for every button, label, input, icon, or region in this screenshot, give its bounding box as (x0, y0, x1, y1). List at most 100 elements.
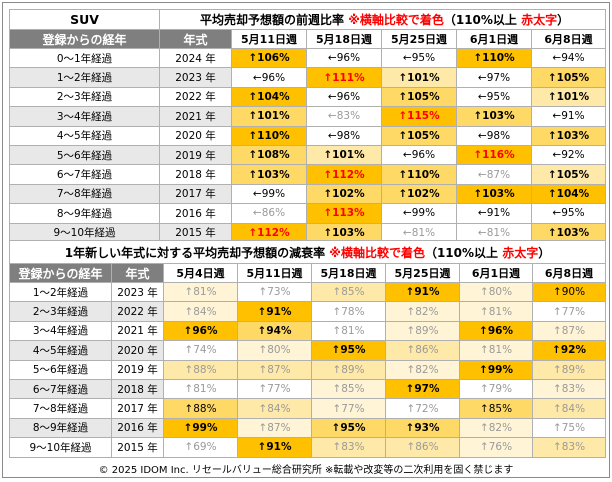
trend-arrow-icon: ↑ (323, 207, 333, 220)
table2-title: 1年新しい年式に対する平均売却予想額の減衰率 ※横軸比較で着色（110%以上 赤… (9, 240, 606, 264)
trend-arrow-icon: ↑ (331, 421, 341, 434)
row-label-age: 1～2年経過 (9, 67, 160, 88)
trend-arrow-icon: ↑ (479, 344, 489, 357)
column-header-year: 年式 (111, 263, 164, 283)
trend-arrow-icon: ↑ (552, 402, 562, 415)
trend-arrow-icon: ← (402, 207, 412, 220)
column-header-date: 5月4日週 (163, 263, 238, 283)
row-label-age: 2～3年経過 (9, 86, 160, 108)
data-cell: ↑101% (531, 86, 606, 108)
trend-arrow-icon: ↑ (479, 324, 488, 337)
trend-arrow-icon: ↑ (323, 226, 333, 239)
trend-arrow-icon: ↑ (323, 149, 333, 162)
copyright-footer: © 2025 IDOM Inc. リセールバリュー総合研究所 ※転載や改変等の二… (98, 465, 514, 476)
cell-value: 95% (340, 421, 366, 434)
data-cell: ←95% (456, 86, 532, 108)
data-cell: ↑96% (459, 320, 533, 342)
data-cell: ↑104% (531, 183, 606, 205)
row-label-age: 7～8年経過 (9, 183, 160, 205)
trend-arrow-icon: ↑ (552, 363, 562, 376)
cell-value: 96% (261, 71, 286, 84)
trend-arrow-icon: ↑ (398, 187, 408, 200)
cell-value: 95% (340, 344, 366, 357)
cell-value: 73% (267, 286, 291, 299)
data-cell: ↑89% (532, 359, 606, 380)
cell-value: 95% (411, 52, 436, 65)
cell-value: 74% (193, 344, 217, 357)
row-label-age: 3～4年経過 (9, 320, 112, 342)
row-label-year: 2018 年 (159, 164, 232, 185)
cell-value: 96% (487, 324, 513, 337)
data-cell: ↑103% (531, 222, 606, 243)
data-cell: ←96% (231, 67, 307, 88)
data-cell: ↑79% (459, 378, 533, 400)
row-label-year: 2022 年 (159, 86, 232, 108)
data-cell: ↑103% (456, 183, 532, 205)
cell-value: 102% (332, 187, 365, 200)
row-label-year: 2016 年 (159, 203, 232, 224)
data-cell: ←96% (306, 86, 382, 108)
cell-value: 69% (193, 441, 217, 454)
data-cell: ↑99% (163, 417, 238, 439)
trend-arrow-icon: ↑ (323, 168, 333, 181)
data-cell: ↑82% (385, 359, 460, 380)
trend-arrow-icon: ↑ (258, 421, 268, 434)
data-cell: ↑85% (459, 398, 533, 419)
trend-arrow-icon: ↑ (479, 286, 489, 299)
trend-arrow-icon: ↑ (183, 421, 193, 434)
data-cell: ↑99% (459, 359, 533, 380)
data-cell: ↑87% (532, 320, 606, 342)
row-label-year: 2021 年 (159, 106, 232, 127)
trend-arrow-icon: ← (552, 149, 562, 162)
cell-value: 89% (415, 324, 439, 337)
trend-arrow-icon: ↑ (406, 324, 416, 337)
trend-arrow-icon: ↑ (332, 305, 342, 318)
row-label-year: 2015 年 (159, 222, 232, 243)
trend-arrow-icon: ↑ (183, 324, 193, 337)
cell-value: 92% (561, 149, 585, 162)
cell-value: 83% (341, 441, 365, 454)
data-cell: ↑101% (306, 144, 382, 166)
trend-arrow-icon: ← (477, 226, 487, 239)
cell-value: 103% (482, 187, 515, 200)
trend-arrow-icon: ↑ (479, 421, 489, 434)
cell-value: 87% (267, 363, 291, 376)
table-row: 7～8年経過 2017 年 ←99% ↑102% ↑102% ↑103% ↑104% (9, 183, 606, 205)
trend-arrow-icon: ← (252, 71, 262, 84)
data-cell: ←99% (381, 203, 457, 224)
cell-value: 99% (411, 207, 436, 220)
trend-arrow-icon: ↑ (248, 149, 258, 162)
trend-arrow-icon: ↑ (184, 441, 194, 454)
data-cell: ←95% (381, 47, 457, 69)
trend-arrow-icon: ↑ (184, 305, 194, 318)
cell-value: 84% (267, 402, 291, 415)
trend-arrow-icon: ↑ (248, 52, 258, 65)
data-cell: ↑73% (237, 281, 312, 303)
column-header-date: 6月1日週 (456, 29, 532, 49)
trend-arrow-icon: ↑ (405, 286, 415, 299)
trend-arrow-icon: ← (252, 207, 262, 220)
data-cell: ↑87% (237, 359, 312, 380)
table-row: 9～10年経過 2015 年 ↑112% ↑103% ←81% ←81% ↑103% (9, 222, 606, 243)
data-cell: ↑116% (456, 144, 532, 166)
cell-value: 81% (341, 324, 365, 337)
cell-value: 95% (561, 207, 585, 220)
trend-arrow-icon: ↑ (398, 129, 408, 142)
cell-value: 112% (257, 226, 290, 239)
data-cell: ↑77% (311, 398, 386, 419)
cell-value: 97% (414, 383, 440, 396)
trend-arrow-icon: ↑ (406, 402, 416, 415)
data-cell: ↑96% (163, 320, 238, 342)
data-cell: ↑86% (385, 437, 460, 458)
cell-value: 104% (257, 90, 290, 103)
column-header-date: 6月1日週 (459, 263, 533, 283)
cell-value: 80% (488, 286, 513, 299)
table-row: 3～4年経過 2021 年 ↑101% ←83% ↑115% ↑103% ←91% (9, 106, 606, 127)
data-cell: ↑83% (532, 378, 606, 400)
data-cell: ↑110% (456, 47, 532, 69)
data-cell: ←95% (531, 203, 606, 224)
trend-arrow-icon: ↑ (479, 441, 489, 454)
cell-value: 103% (556, 226, 590, 239)
trend-arrow-icon: ↑ (332, 441, 342, 454)
trend-arrow-icon: ← (402, 149, 412, 162)
